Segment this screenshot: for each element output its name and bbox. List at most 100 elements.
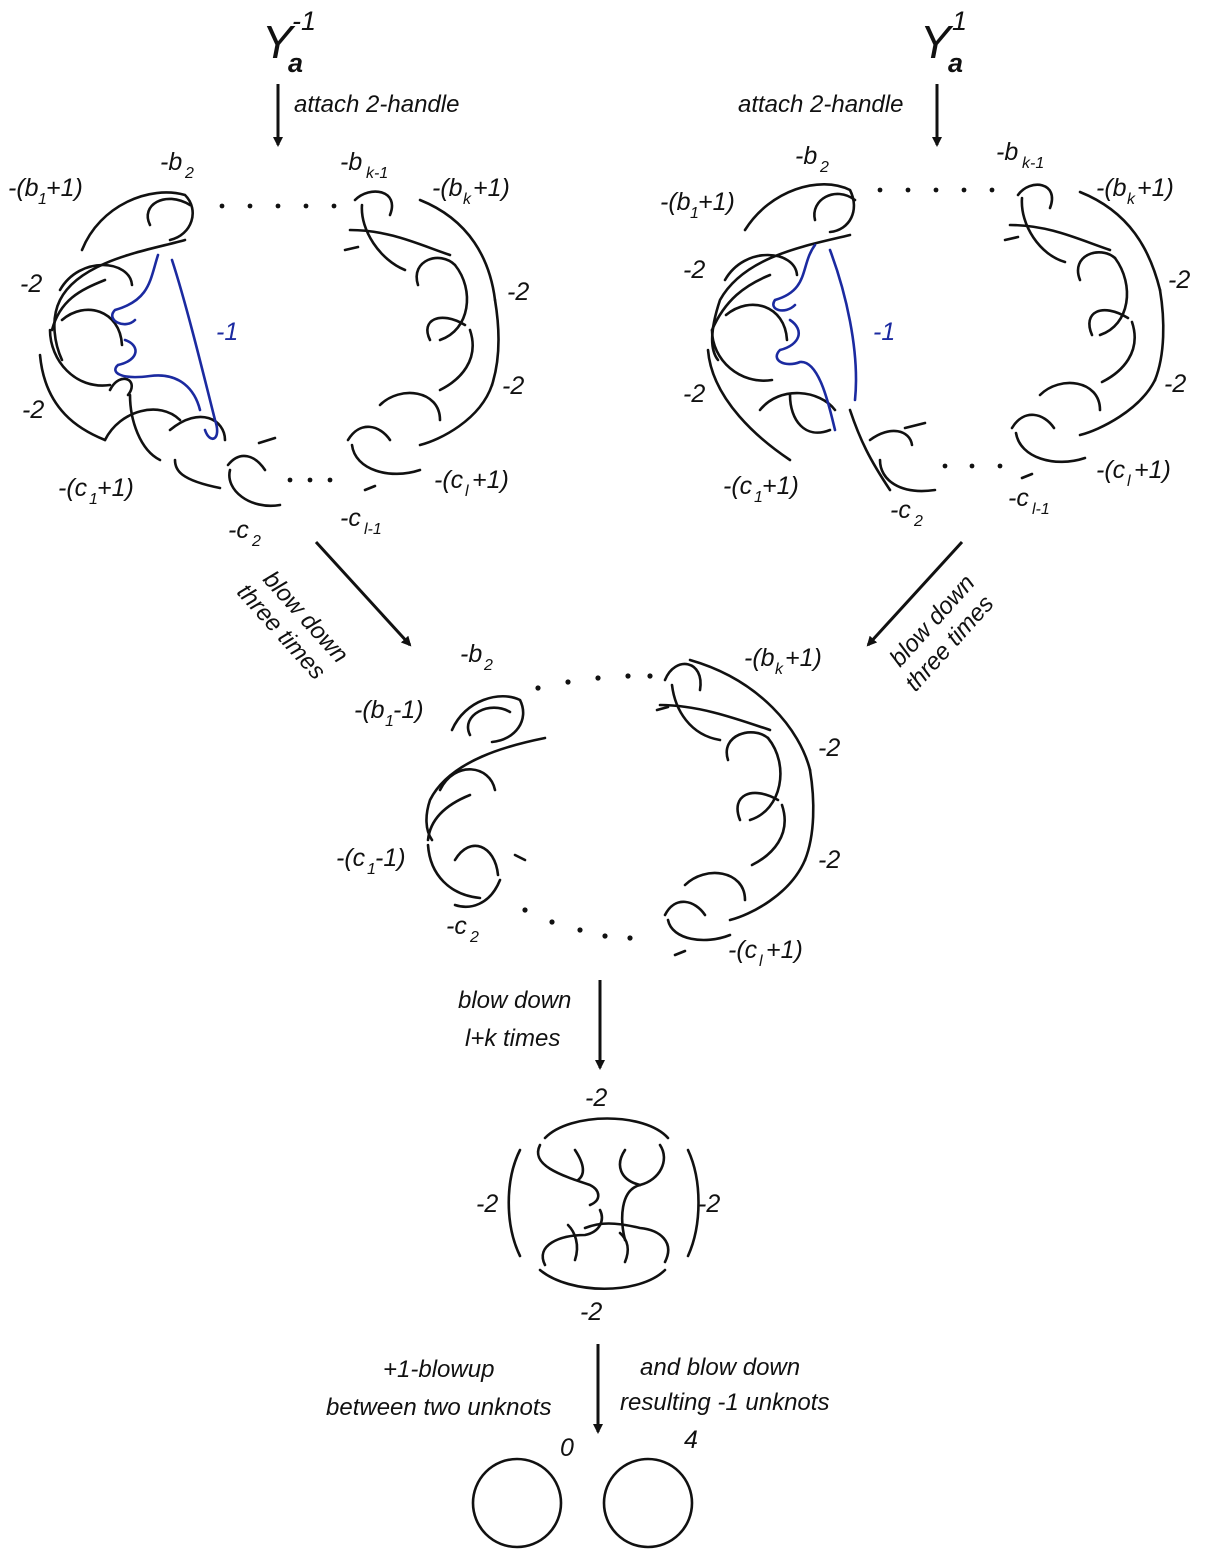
svg-text:2: 2 <box>913 513 923 530</box>
svg-text:-1): -1) <box>375 844 406 872</box>
svg-text:-b: -b <box>340 148 362 176</box>
unknot-zero <box>471 1457 563 1549</box>
svg-text:+1): +1) <box>698 188 735 216</box>
label-bottom-left-1: +1-blowup <box>383 1356 494 1383</box>
svg-text:-2: -2 <box>22 396 44 424</box>
svg-text:2: 2 <box>184 165 194 182</box>
svg-text:Y: Y <box>262 16 296 68</box>
svg-text:-2: -2 <box>1168 266 1190 294</box>
svg-text:-2: -2 <box>683 256 705 284</box>
svg-text:+1): +1) <box>1137 174 1174 202</box>
svg-text:-2: -2 <box>683 380 705 408</box>
label-right-diag: blow down three times <box>884 570 999 697</box>
svg-text:1: 1 <box>690 205 699 222</box>
arrow-left-diag <box>314 540 412 647</box>
svg-text:1: 1 <box>38 191 47 208</box>
svg-text:-1: -1 <box>292 6 316 36</box>
svg-text:-2: -2 <box>818 734 840 762</box>
svg-text:1: 1 <box>952 6 967 36</box>
svg-text:+1): +1) <box>762 472 799 500</box>
label-attach-right: attach 2-handle <box>738 91 903 118</box>
svg-text:a: a <box>288 48 303 78</box>
svg-text:-c: -c <box>1008 484 1029 512</box>
label-left-diag: blow down three times <box>231 566 353 685</box>
svg-text:-1): -1) <box>393 696 424 724</box>
svg-text:-2: -2 <box>585 1084 607 1112</box>
svg-text:-2: -2 <box>698 1190 720 1218</box>
unknot-zero-label: 0 <box>560 1434 574 1462</box>
svg-text:-2: -2 <box>818 846 840 874</box>
svg-text:l: l <box>465 483 469 500</box>
svg-text:+1): +1) <box>1134 456 1171 484</box>
svg-text:l: l <box>759 953 763 970</box>
svg-text:l-1: l-1 <box>364 521 382 538</box>
svg-text:-c: -c <box>446 912 467 940</box>
svg-text:-(c: -(c <box>58 474 88 502</box>
unknot-four <box>602 1457 694 1549</box>
svg-text:1: 1 <box>385 713 394 730</box>
svg-text:2: 2 <box>819 159 829 176</box>
unknot-four-label: 4 <box>684 1426 698 1454</box>
four-component-link: -2 -2 -2 -2 <box>476 1084 720 1326</box>
svg-text:2: 2 <box>469 929 479 946</box>
svg-text:-2: -2 <box>20 270 42 298</box>
svg-text:+1): +1) <box>473 174 510 202</box>
svg-text:k-1: k-1 <box>1022 155 1044 172</box>
svg-text:-(b: -(b <box>8 174 39 202</box>
svg-text:-(b: -(b <box>1096 174 1127 202</box>
svg-text:-b: -b <box>160 148 182 176</box>
svg-text:k: k <box>463 191 472 208</box>
svg-text:l-1: l-1 <box>1032 501 1050 518</box>
svg-text:-(c: -(c <box>723 472 753 500</box>
svg-text:k: k <box>775 661 784 678</box>
right-link-diagram: -b 2 -b k-1 -(b 1 +1) -(b k +1) -2 -2 -2 -2 -1… <box>660 138 1190 530</box>
svg-text:-(c: -(c <box>434 466 464 494</box>
svg-text:+1): +1) <box>472 466 509 494</box>
svg-text:-(c: -(c <box>1096 456 1126 484</box>
svg-text:-(b: -(b <box>660 188 691 216</box>
svg-text:-(b: -(b <box>744 644 775 672</box>
title-left: Y -1 a <box>262 6 316 78</box>
svg-text:-b: -b <box>460 640 482 668</box>
svg-text:1: 1 <box>89 491 98 508</box>
svg-text:k-1: k-1 <box>366 165 388 182</box>
svg-text:-2: -2 <box>502 372 524 400</box>
svg-text:-2: -2 <box>580 1298 602 1326</box>
svg-text:+1): +1) <box>97 474 134 502</box>
svg-text:-c: -c <box>890 496 911 524</box>
middle-link-diagram: -b 2 -(b 1 -1) -(b k +1) -2 -2 -(c 1 -1) -c 2 -(… <box>336 640 840 970</box>
svg-text:l: l <box>1127 473 1131 490</box>
svg-text:+1): +1) <box>46 174 83 202</box>
svg-text:2: 2 <box>251 533 261 550</box>
svg-text:+1): +1) <box>785 644 822 672</box>
svg-text:Y: Y <box>920 16 954 68</box>
svg-text:1: 1 <box>367 861 376 878</box>
svg-text:k: k <box>1127 191 1136 208</box>
label-bottom-left-2: between two unknots <box>326 1394 551 1421</box>
left-link-diagram: -b 2 -b k-1 -(b 1 +1) -(b k +1) -2 -2 -2 -2 -1… <box>8 148 529 550</box>
svg-text:-(b: -(b <box>432 174 463 202</box>
svg-text:-2: -2 <box>507 278 529 306</box>
svg-text:1: 1 <box>754 489 763 506</box>
final-unknots: 0 4 <box>471 1426 698 1549</box>
svg-text:a: a <box>948 48 963 78</box>
svg-text:-2: -2 <box>1164 370 1186 398</box>
svg-text:-1: -1 <box>873 318 895 346</box>
svg-text:-c: -c <box>340 504 361 532</box>
svg-text:-b: -b <box>996 138 1018 166</box>
svg-text:-1: -1 <box>216 318 238 346</box>
label-bottom-right-2: resulting -1 unknots <box>620 1389 829 1416</box>
label-bottom-right-1: and blow down <box>640 1354 800 1381</box>
label-middle-2: l+k times <box>465 1025 560 1052</box>
svg-text:-(c: -(c <box>336 844 366 872</box>
svg-text:+1): +1) <box>766 936 803 964</box>
svg-text:-b: -b <box>795 142 817 170</box>
svg-text:-(c: -(c <box>728 936 758 964</box>
label-attach-left: attach 2-handle <box>294 91 459 118</box>
svg-text:-c: -c <box>228 516 249 544</box>
svg-text:2: 2 <box>483 657 493 674</box>
svg-text:-(b: -(b <box>354 696 385 724</box>
svg-text:-2: -2 <box>476 1190 498 1218</box>
label-middle-1: blow down <box>458 987 571 1014</box>
